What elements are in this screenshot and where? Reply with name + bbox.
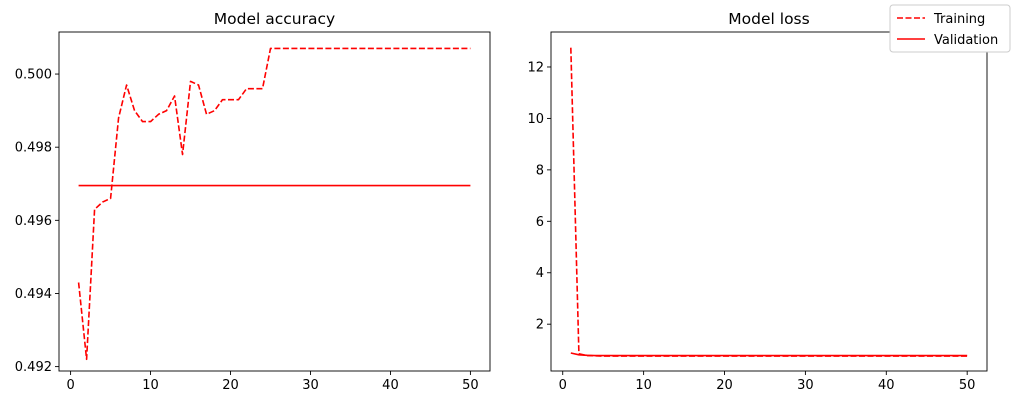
chart-loss: Model loss 0 10 20 30 40 50 2 4 6 8 10 12 bbox=[527, 10, 988, 393]
y-tick-label: 6 bbox=[536, 215, 544, 230]
y-tick-label: 2 bbox=[536, 318, 544, 333]
axes-frame bbox=[58, 31, 491, 372]
x-tick-label: 40 bbox=[382, 378, 399, 393]
series-line-training bbox=[77, 47, 471, 361]
legend-label-validation: Validation bbox=[934, 33, 998, 48]
chart-title: Model accuracy bbox=[214, 10, 335, 28]
x-tick-label: 50 bbox=[959, 378, 976, 393]
y-tick-label: 0.500 bbox=[15, 68, 52, 83]
x-tick-label: 10 bbox=[635, 378, 652, 393]
y-tick-label: 0.492 bbox=[15, 360, 52, 375]
y-tick-label: 0.494 bbox=[15, 287, 52, 302]
x-tick-label: 20 bbox=[716, 378, 733, 393]
y-tick-label: 4 bbox=[536, 266, 544, 281]
x-tick-label: 40 bbox=[878, 378, 895, 393]
chart-accuracy: Model accuracy 0 10 20 30 40 50 0.492 0.494 0.496… bbox=[15, 10, 491, 393]
x-tick-label: 10 bbox=[142, 378, 159, 393]
legend: Training Validation bbox=[889, 4, 1011, 53]
chart-title: Model loss bbox=[728, 10, 809, 28]
y-tick-label: 0.498 bbox=[15, 141, 52, 156]
y-tick-label: 8 bbox=[536, 163, 544, 178]
legend-label-training: Training bbox=[933, 12, 985, 27]
x-tick-label: 30 bbox=[302, 378, 319, 393]
y-tick-label: 0.496 bbox=[15, 214, 52, 229]
x-tick-label: 50 bbox=[462, 378, 479, 393]
x-tick-label: 0 bbox=[66, 378, 74, 393]
x-tick-label: 0 bbox=[559, 378, 567, 393]
axes-frame bbox=[550, 31, 988, 372]
legend-frame bbox=[889, 4, 1011, 53]
series-line-validation bbox=[570, 352, 968, 357]
y-tick-label: 12 bbox=[527, 60, 544, 75]
y-tick-label: 10 bbox=[527, 112, 544, 127]
x-tick-label: 20 bbox=[222, 378, 239, 393]
x-tick-label: 30 bbox=[797, 378, 814, 393]
